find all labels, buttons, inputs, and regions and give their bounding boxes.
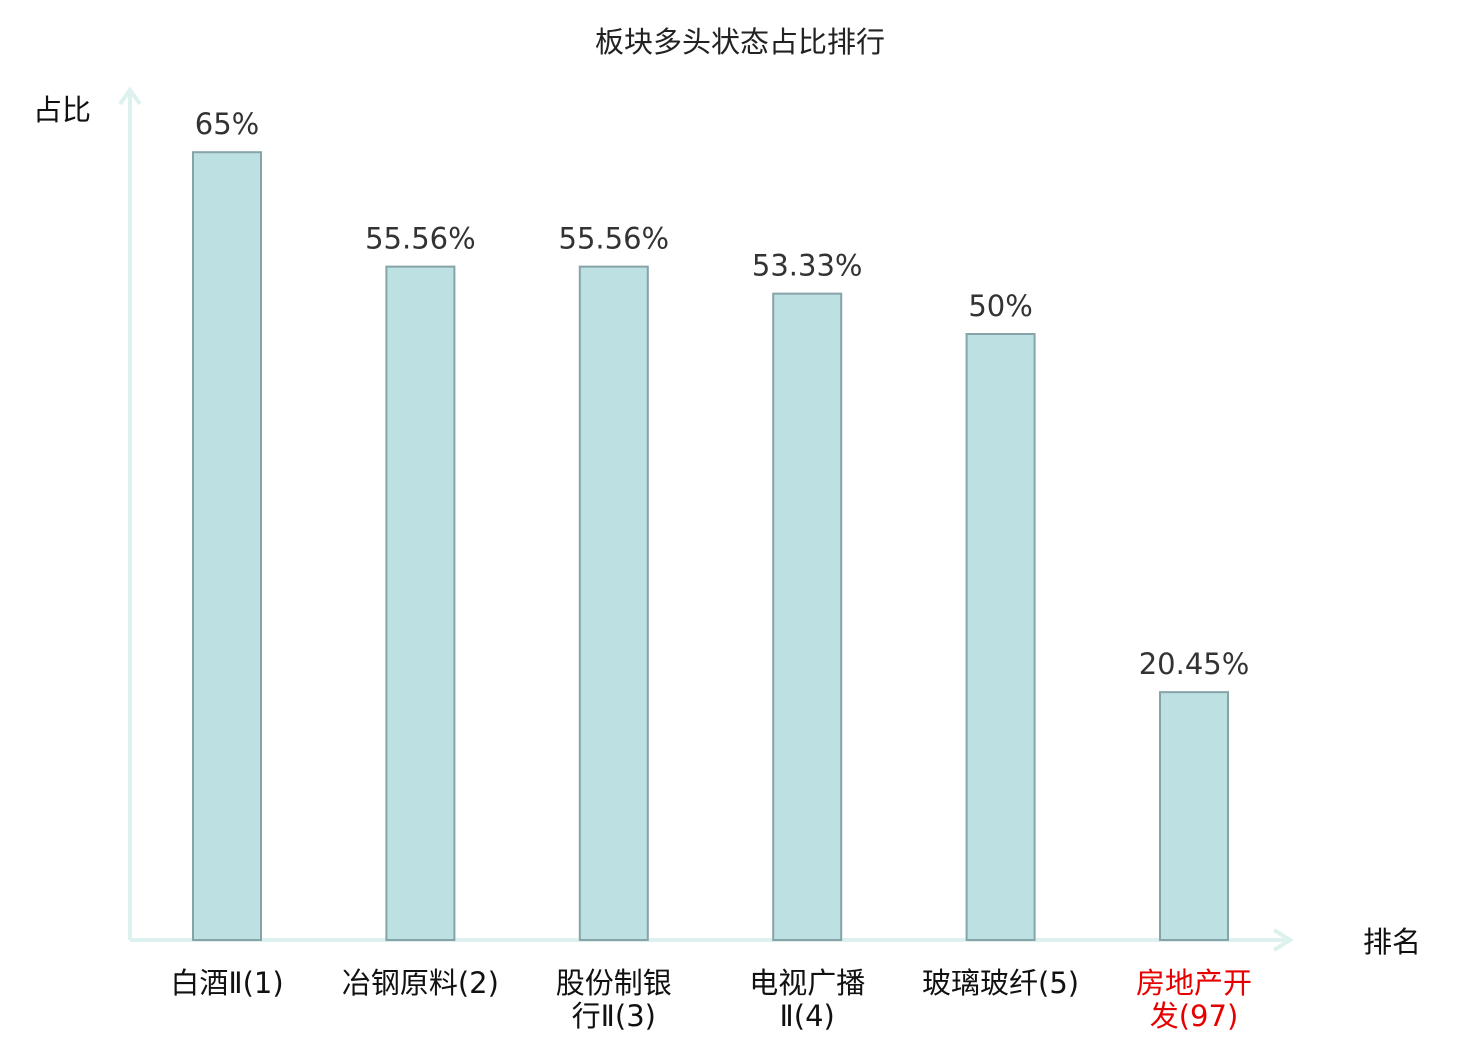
y-axis-arrow (118, 86, 142, 106)
chart-title: 板块多头状态占比排行 (595, 25, 885, 59)
axes (118, 86, 1294, 952)
value-label: 20.45% (1139, 647, 1250, 681)
y-axis-label: 占比 (33, 93, 91, 127)
value-label: 55.56% (365, 222, 476, 256)
bar (772, 292, 843, 942)
bars (192, 151, 1229, 942)
bar (1159, 691, 1229, 941)
x-tick-label: 房地产开发(97) (1136, 966, 1252, 1033)
value-label: 55.56% (559, 222, 670, 256)
bar (965, 333, 1036, 941)
x-tick-label: 冶钢原料(2) (342, 966, 499, 1000)
x-axis-label: 排名 (1363, 925, 1421, 959)
bar (192, 151, 262, 941)
x-tick-labels: 白酒Ⅱ(1) 冶钢原料(2) 股份制银行Ⅱ(3) 电视广播 Ⅱ(4) 玻璃玻纤(5) 房地产… (170, 966, 1252, 1033)
x-tick-label: 股份制银行Ⅱ(3) (556, 966, 672, 1033)
x-tick-label: 电视广播 Ⅱ(4) (749, 966, 865, 1033)
value-label: 65% (195, 107, 259, 141)
x-axis-arrow (1272, 928, 1294, 952)
x-tick-label: 白酒Ⅱ(1) (170, 966, 283, 1000)
value-label: 50% (968, 289, 1032, 323)
bar (385, 265, 456, 941)
bar (578, 265, 649, 941)
value-label: 53.33% (752, 249, 863, 283)
value-labels: 65% 55.56% 55.56% 53.33% 50% 20.45% (195, 107, 1250, 681)
x-tick-label: 玻璃玻纤(5) (922, 966, 1079, 1000)
